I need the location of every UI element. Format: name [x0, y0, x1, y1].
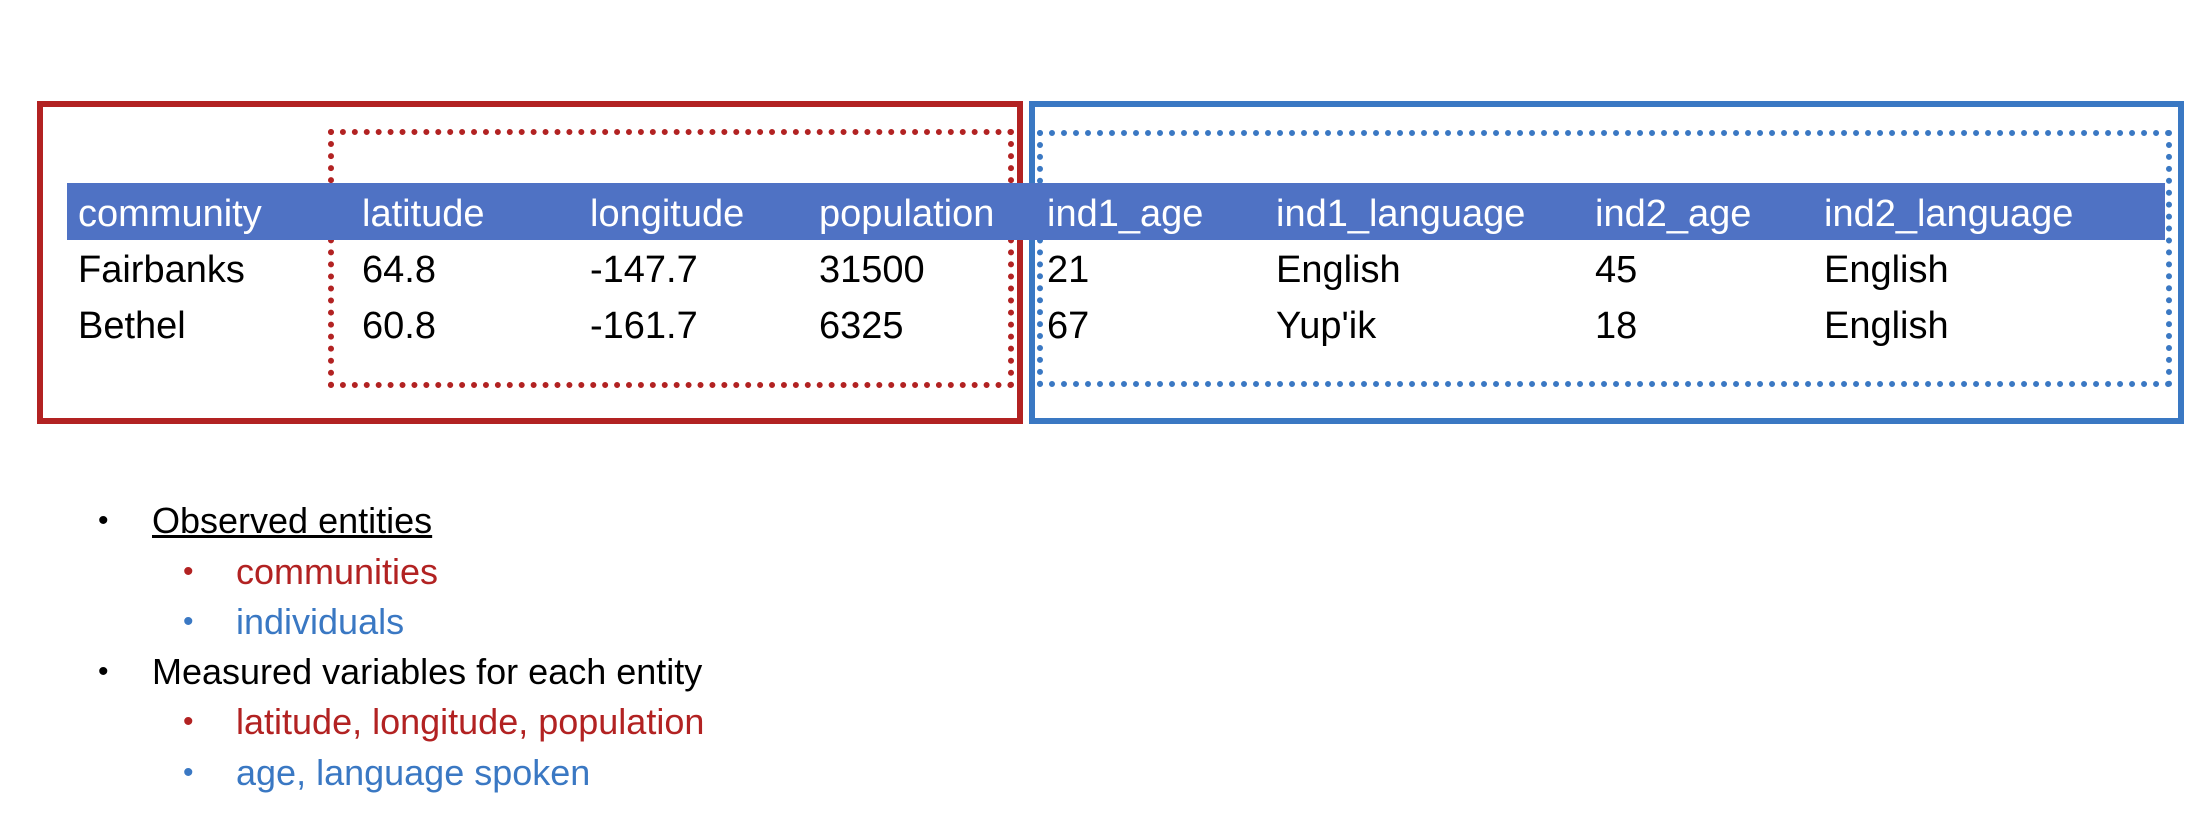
table-cell: 60.8: [362, 305, 436, 347]
observed-entities-heading: Observed entities: [152, 500, 433, 541]
header-longitude: longitude: [590, 193, 745, 235]
header-population: population: [819, 193, 995, 235]
bullet-marker: •: [98, 504, 109, 537]
table-cell: -147.7: [590, 249, 698, 291]
measured-variables-heading: Measured variables for each entity: [152, 651, 703, 692]
bullet-marker: •: [183, 756, 194, 789]
table-cell: 21: [1047, 249, 1090, 291]
table-cell: Bethel: [78, 305, 186, 347]
bullet-marker: •: [183, 705, 194, 738]
community-variables-outline: [328, 129, 1014, 388]
header-ind1-age: ind1_age: [1047, 193, 1204, 235]
bullet-marker: •: [183, 555, 194, 588]
table-cell: 67: [1047, 305, 1090, 347]
table-cell: English: [1276, 249, 1401, 291]
header-ind1-language: ind1_language: [1276, 193, 1526, 235]
individual-group-outline: [1029, 101, 2184, 424]
table-cell: 18: [1595, 305, 1638, 347]
bullet-marker: •: [183, 605, 194, 638]
table-cell: 45: [1595, 249, 1638, 291]
measured-community-variables-item: latitude, longitude, population: [236, 701, 705, 742]
table-cell: English: [1824, 305, 1949, 347]
header-ind2-age: ind2_age: [1595, 193, 1752, 235]
header-latitude: latitude: [362, 193, 485, 235]
table-header-band: [67, 183, 2165, 240]
header-community: community: [78, 193, 262, 235]
header-ind2-language: ind2_language: [1824, 193, 2074, 235]
table-cell: -161.7: [590, 305, 698, 347]
table-cell: 6325: [819, 305, 904, 347]
table-cell: 31500: [819, 249, 925, 291]
table-cell: English: [1824, 249, 1949, 291]
community-group-outline: [37, 101, 1023, 424]
observed-communities-item: communities: [236, 551, 439, 592]
table-cell: Fairbanks: [78, 249, 245, 291]
measured-individual-variables-item: age, language spoken: [236, 752, 591, 793]
table-cell: Yup'ik: [1276, 305, 1377, 347]
individual-variables-outline: [1037, 130, 2172, 387]
bullet-marker: •: [98, 655, 109, 688]
table-cell: 64.8: [362, 249, 436, 291]
observed-individuals-item: individuals: [236, 601, 405, 642]
